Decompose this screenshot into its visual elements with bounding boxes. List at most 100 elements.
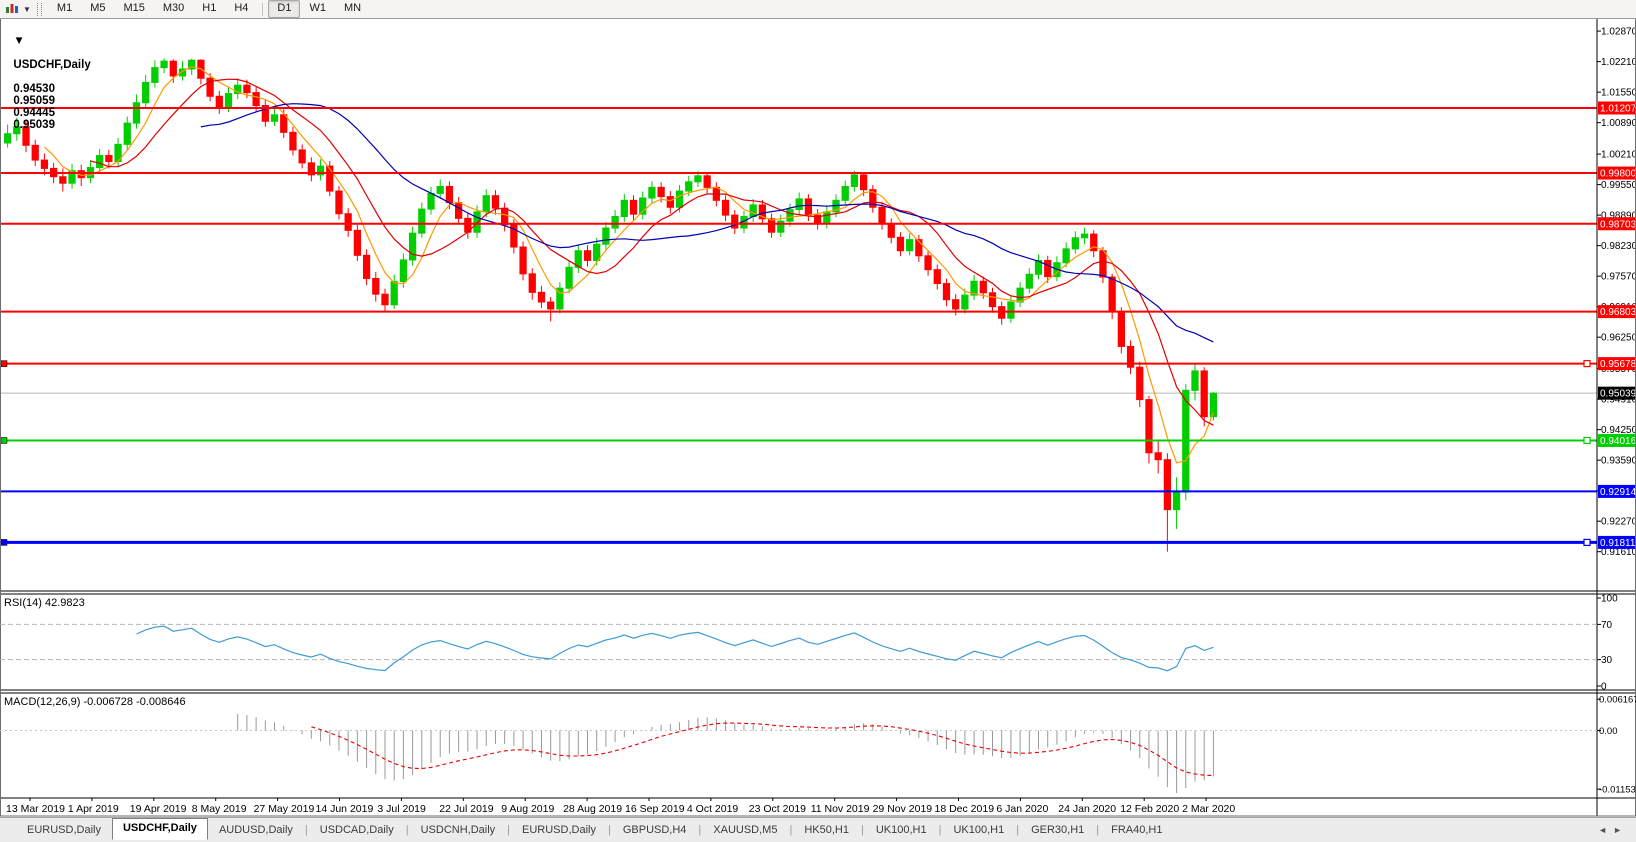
candlestick-series (3, 58, 1218, 552)
macd-tick-label: 0.00 (1599, 726, 1618, 737)
candle-body (252, 92, 260, 107)
date-label[interactable]: 24 Jan 2020 (1058, 803, 1116, 815)
date-label[interactable]: 29 Nov 2019 (873, 803, 933, 815)
date-label[interactable]: 3 Jul 2019 (377, 803, 426, 815)
date-label[interactable]: 22 Jul 2019 (439, 803, 493, 815)
candle-body (915, 239, 923, 257)
price-label-1.01207: 1.01207 (1600, 103, 1636, 114)
timeframe-W1[interactable]: W1 (309, 2, 326, 14)
date-label[interactable]: 11 Nov 2019 (811, 803, 870, 815)
timeframe-D1[interactable]: D1 (268, 0, 301, 18)
dropdown-caret-icon[interactable]: ▼ (23, 4, 31, 14)
tab-separator: | (1096, 824, 1100, 836)
timeframe-M5[interactable]: M5 (90, 2, 106, 14)
candle-body (160, 60, 168, 69)
candle-body (326, 165, 334, 192)
candle-body (519, 246, 527, 275)
candle-body (593, 243, 601, 261)
timeframe-M1[interactable]: M1 (56, 2, 73, 14)
candle-body (307, 162, 315, 176)
date-label[interactable]: 13 Mar 2019 (6, 803, 65, 815)
rsi-indicator-label: RSI(14) 42.9823 (4, 597, 85, 609)
ma-line-22 (200, 103, 1214, 343)
candle-body (694, 175, 702, 183)
date-label[interactable]: 27 May 2019 (254, 803, 315, 815)
candle-body (298, 149, 306, 164)
timeframe-M30[interactable]: M30 (162, 2, 185, 14)
tab-scroll-right-icon[interactable]: ► (1613, 825, 1628, 835)
line-handle-left[interactable] (0, 437, 8, 444)
tab-gbpusd-h4[interactable]: GBPUSD,H4 (622, 823, 687, 836)
tab-uk100-h1[interactable]: UK100,H1 (875, 823, 927, 836)
tab-separator: | (1016, 824, 1020, 836)
tab-audusd-daily[interactable]: AUDUSD,Daily (218, 823, 293, 836)
candle-body (169, 60, 177, 77)
candle-body (841, 185, 849, 201)
candle-body (13, 126, 21, 135)
line-handle-right[interactable] (1583, 360, 1591, 368)
date-label[interactable]: 16 Sep 2019 (625, 803, 685, 815)
tab-hk50-h1[interactable]: HK50,H1 (804, 823, 849, 836)
date-label[interactable]: 18 Dec 2019 (935, 803, 995, 815)
chart-title: ▼ USDCHF,Daily 0.94530 0.95059 0.94445 0… (7, 23, 90, 131)
tab-scroll-left-icon[interactable]: ◄ (1598, 825, 1614, 835)
date-label[interactable]: 19 Apr 2019 (130, 803, 187, 815)
date-label[interactable]: 28 Aug 2019 (563, 803, 622, 815)
candle-body (906, 239, 914, 252)
tab-ger30-h1[interactable]: GER30,H1 (1031, 823, 1085, 836)
chart-icon[interactable] (4, 2, 20, 16)
date-label[interactable]: 14 Jun 2019 (316, 803, 374, 815)
macd-signal-line (311, 722, 1214, 777)
tab-usdcnh-daily[interactable]: USDCNH,Daily (420, 823, 496, 836)
line-handle-right[interactable] (1583, 538, 1591, 547)
date-label[interactable]: 4 Oct 2019 (687, 803, 739, 815)
chart-icon-glyph (6, 3, 18, 13)
toolbar-grip[interactable] (36, 2, 42, 16)
candle-body (270, 114, 279, 122)
timeframe-M15[interactable]: M15 (123, 2, 145, 14)
price-label-box (1598, 166, 1636, 180)
candle-body (620, 199, 628, 217)
date-label[interactable]: 2 Mar 2020 (1182, 803, 1235, 815)
candle-body (1025, 273, 1033, 289)
date-label[interactable]: 8 May 2019 (192, 803, 247, 815)
price-label-0.98703: 0.98703 (1600, 219, 1636, 230)
date-label[interactable]: 6 Jan 2020 (996, 803, 1048, 815)
tab-eurusd-daily[interactable]: EURUSD,Daily (27, 823, 101, 836)
date-label[interactable]: 23 Oct 2019 (749, 803, 806, 815)
candle-body (611, 215, 619, 229)
line-handle-right[interactable] (1583, 436, 1591, 445)
candle-body (795, 198, 803, 211)
date-label[interactable]: 12 Feb 2020 (1120, 803, 1179, 815)
line-handle-left[interactable] (0, 360, 8, 367)
price-tick-label: 0.98890 (1601, 211, 1636, 222)
price-tick-label: 0.91610 (1601, 547, 1636, 558)
candle-body (1044, 259, 1052, 278)
timeframe-H4[interactable]: H4 (234, 2, 249, 14)
collapse-arrow-icon[interactable]: ▼ (13, 35, 25, 47)
candle-body (1200, 370, 1208, 418)
tab-uk100-h1[interactable]: UK100,H1 (953, 823, 1005, 836)
tab-fra40-h1[interactable]: FRA40,H1 (1111, 823, 1163, 836)
candle-body (574, 250, 582, 268)
timeframe-buttons: M1 M5 M15 M30 H1 H4 D1 W1 MN (48, 0, 370, 18)
candle-body (749, 204, 757, 217)
date-label[interactable]: 9 Aug 2019 (501, 803, 554, 815)
timeframe-H1[interactable]: H1 (202, 2, 217, 14)
tab-eurusd-daily[interactable]: EURUSD,Daily (522, 823, 596, 836)
price-label-box (1598, 535, 1636, 549)
candle-body (602, 227, 610, 245)
timeframe-MN[interactable]: MN (343, 2, 362, 14)
candle-body (731, 214, 739, 229)
candle-body (1007, 301, 1015, 319)
price-tick-label: 0.93590 (1601, 456, 1636, 467)
candle-body (777, 220, 785, 233)
date-label[interactable]: 1 Apr 2019 (68, 803, 119, 815)
candle-body (68, 170, 76, 184)
tab-usdchf-daily[interactable]: USDCHF,Daily (111, 818, 208, 840)
line-handle-left[interactable] (0, 539, 8, 546)
candle-body (675, 190, 684, 208)
tab-usdcad-daily[interactable]: USDCAD,Daily (319, 823, 394, 836)
candle-body (1099, 250, 1107, 278)
tab-xauusd-m5[interactable]: XAUUSD,M5 (713, 823, 778, 836)
